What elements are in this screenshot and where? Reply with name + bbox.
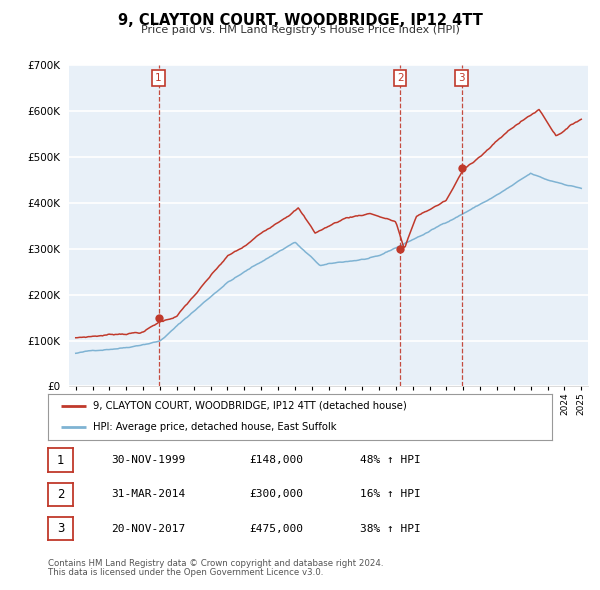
Text: Price paid vs. HM Land Registry's House Price Index (HPI): Price paid vs. HM Land Registry's House … xyxy=(140,25,460,35)
Text: 48% ↑ HPI: 48% ↑ HPI xyxy=(360,455,421,465)
Text: 3: 3 xyxy=(57,522,64,535)
Text: This data is licensed under the Open Government Licence v3.0.: This data is licensed under the Open Gov… xyxy=(48,568,323,577)
Text: 9, CLAYTON COURT, WOODBRIDGE, IP12 4TT (detached house): 9, CLAYTON COURT, WOODBRIDGE, IP12 4TT (… xyxy=(94,401,407,411)
Text: 38% ↑ HPI: 38% ↑ HPI xyxy=(360,524,421,533)
Text: 1: 1 xyxy=(57,454,64,467)
Text: 2: 2 xyxy=(57,488,64,501)
Text: 20-NOV-2017: 20-NOV-2017 xyxy=(111,524,185,533)
Text: 30-NOV-1999: 30-NOV-1999 xyxy=(111,455,185,465)
Text: 9, CLAYTON COURT, WOODBRIDGE, IP12 4TT: 9, CLAYTON COURT, WOODBRIDGE, IP12 4TT xyxy=(118,13,482,28)
Text: 3: 3 xyxy=(458,73,465,83)
Text: 16% ↑ HPI: 16% ↑ HPI xyxy=(360,490,421,499)
Text: Contains HM Land Registry data © Crown copyright and database right 2024.: Contains HM Land Registry data © Crown c… xyxy=(48,559,383,568)
Text: £475,000: £475,000 xyxy=(249,524,303,533)
Text: HPI: Average price, detached house, East Suffolk: HPI: Average price, detached house, East… xyxy=(94,422,337,432)
Text: £148,000: £148,000 xyxy=(249,455,303,465)
Text: £300,000: £300,000 xyxy=(249,490,303,499)
Text: 2: 2 xyxy=(397,73,403,83)
Text: 31-MAR-2014: 31-MAR-2014 xyxy=(111,490,185,499)
Text: 1: 1 xyxy=(155,73,162,83)
